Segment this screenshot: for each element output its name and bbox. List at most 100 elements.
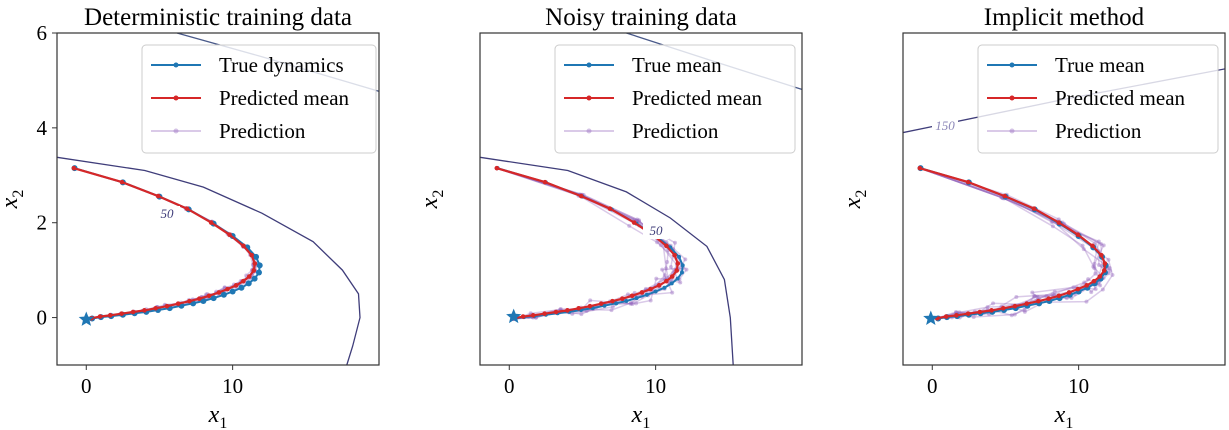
legend: True mean Predicted mean Prediction bbox=[554, 44, 796, 154]
predicted-mean-line bbox=[919, 167, 1107, 320]
true-point bbox=[253, 253, 260, 260]
subplot-2: 50 Noisy training data 0 10 x1 x2 True mean Pre… bbox=[417, 4, 803, 430]
prediction-sample-point bbox=[1064, 296, 1069, 301]
legend-label: True mean bbox=[632, 53, 722, 77]
predicted-mean-point bbox=[251, 268, 257, 273]
predicted-mean-point bbox=[656, 283, 662, 288]
prediction-sample-point bbox=[1081, 247, 1086, 252]
prediction-sample-point bbox=[662, 273, 667, 278]
x-tick-label: 10 bbox=[645, 374, 666, 398]
prediction-sample-point bbox=[660, 267, 665, 272]
x-tick-label: 0 bbox=[504, 374, 515, 398]
predicted-mean-point bbox=[1091, 278, 1097, 284]
contour-label-bg bbox=[932, 118, 958, 134]
prediction-sample-point bbox=[1009, 313, 1014, 318]
prediction-sample-point bbox=[1086, 277, 1091, 282]
subscript: 1 bbox=[642, 415, 650, 430]
predicted-mean-point bbox=[227, 232, 232, 237]
predicted-mean-point bbox=[184, 206, 190, 211]
prediction-sample-line bbox=[73, 167, 255, 321]
prediction-sample-point bbox=[1106, 257, 1111, 262]
subscript: 2 bbox=[10, 190, 27, 198]
prediction-sample-point bbox=[1100, 287, 1105, 292]
prediction-sample-line bbox=[496, 167, 684, 320]
true-point bbox=[251, 275, 258, 282]
predicted-mean-point bbox=[565, 308, 570, 313]
predicted-mean-point bbox=[252, 261, 258, 266]
predicted-mean-point bbox=[1099, 252, 1104, 258]
prediction-sample-point bbox=[957, 310, 962, 315]
predicted-mean-point bbox=[669, 274, 675, 279]
predicted-mean-point bbox=[943, 314, 949, 319]
predicted-mean-point bbox=[1002, 193, 1008, 199]
prediction-sample-point bbox=[1092, 261, 1097, 266]
legend-label: Prediction bbox=[219, 119, 306, 143]
prediction-sample-point bbox=[1050, 292, 1055, 297]
prediction-sample-point bbox=[658, 243, 663, 248]
predicted-mean-point bbox=[1090, 243, 1095, 249]
axes-frame bbox=[902, 32, 1226, 366]
legend-marker bbox=[586, 62, 592, 68]
predicted-mean-point bbox=[233, 283, 239, 288]
contour-label-bg bbox=[154, 206, 180, 222]
predicted-mean-point bbox=[119, 179, 125, 185]
prediction-sample-point bbox=[953, 310, 958, 315]
predicted-mean-point bbox=[175, 301, 181, 306]
prediction-sample-point bbox=[684, 267, 689, 272]
predicted-mean-point bbox=[542, 311, 547, 316]
prediction-sample-point bbox=[1101, 243, 1106, 248]
predicted-mean-point bbox=[553, 309, 559, 315]
prediction-sample-point bbox=[1032, 294, 1037, 299]
predicted-mean-point bbox=[619, 296, 625, 301]
y-axis-label: x2 bbox=[840, 190, 870, 210]
predicted-mean-point bbox=[989, 308, 994, 313]
predicted-mean-point bbox=[1066, 290, 1072, 295]
prediction-sample-point bbox=[570, 311, 575, 316]
predicted-mean-point bbox=[610, 298, 615, 304]
true-line bbox=[497, 167, 684, 320]
prediction-sample-point bbox=[628, 301, 633, 306]
prediction-sample-point bbox=[1014, 294, 1019, 299]
true-point bbox=[677, 254, 682, 259]
prediction-sample-point bbox=[635, 217, 640, 222]
legend-marker bbox=[1009, 128, 1015, 134]
subscript: 2 bbox=[430, 190, 447, 198]
predicted-mean-point bbox=[71, 165, 77, 171]
contour-line bbox=[57, 156, 361, 365]
legend-marker bbox=[586, 128, 592, 134]
legend-marker bbox=[173, 95, 179, 101]
contour-line bbox=[480, 156, 734, 365]
predicted-mean-point bbox=[206, 293, 212, 299]
predicted-mean-point bbox=[965, 179, 971, 185]
true-point bbox=[662, 285, 667, 290]
true-point bbox=[245, 280, 252, 287]
prediction-sample-point bbox=[1049, 219, 1054, 224]
predicted-mean-point bbox=[1036, 298, 1041, 304]
legend-marker bbox=[1009, 95, 1015, 101]
predicted-mean-point bbox=[1056, 220, 1062, 225]
prediction-sample-point bbox=[1089, 290, 1094, 295]
prediction-sample-point bbox=[609, 308, 614, 313]
prediction-sample-point bbox=[1107, 265, 1112, 270]
x-tick-label: 0 bbox=[81, 374, 92, 398]
legend-label: Predicted mean bbox=[1055, 86, 1186, 110]
subplot-title: Deterministic training data bbox=[84, 4, 352, 31]
start-star-marker bbox=[78, 311, 94, 326]
legend: True mean Predicted mean Prediction bbox=[977, 44, 1219, 154]
predicted-mean-point bbox=[664, 243, 669, 249]
predicted-mean-point bbox=[1075, 286, 1081, 292]
prediction-sample-point bbox=[1012, 312, 1017, 317]
predicted-mean-point bbox=[578, 193, 584, 199]
legend-label: Predicted mean bbox=[219, 86, 350, 110]
prediction-sample-point bbox=[1032, 294, 1037, 299]
start-star-marker bbox=[506, 308, 522, 324]
legend-box bbox=[554, 44, 796, 154]
true-point bbox=[256, 262, 263, 269]
predicted-mean-point bbox=[216, 290, 222, 295]
predicted-mean-point bbox=[1046, 296, 1051, 301]
legend-label: Prediction bbox=[632, 119, 719, 143]
axes-frame bbox=[479, 32, 803, 366]
predicted-mean-point bbox=[1075, 232, 1081, 237]
true-point bbox=[220, 291, 227, 298]
prediction-sample-point bbox=[1030, 290, 1035, 295]
